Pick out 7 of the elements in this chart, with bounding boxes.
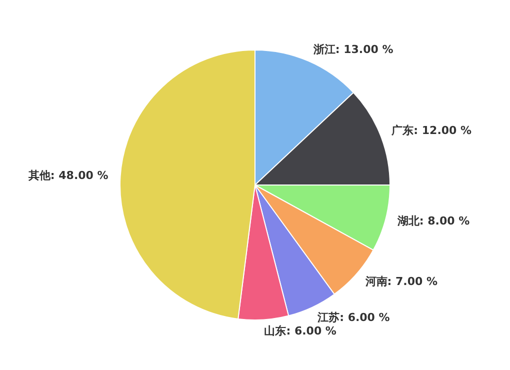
- slice-label: 湖北: 8.00 %: [396, 214, 470, 228]
- slice-label: 江苏: 6.00 %: [316, 311, 390, 324]
- slice-label: 山东: 6.00 %: [264, 324, 336, 338]
- slice-label: 浙江: 13.00 %: [312, 43, 394, 56]
- slice-label: 河南: 7.00 %: [364, 275, 438, 288]
- slice-label: 其他: 48.00 %: [27, 168, 108, 182]
- slice-label: 广东: 12.00 %: [390, 124, 472, 137]
